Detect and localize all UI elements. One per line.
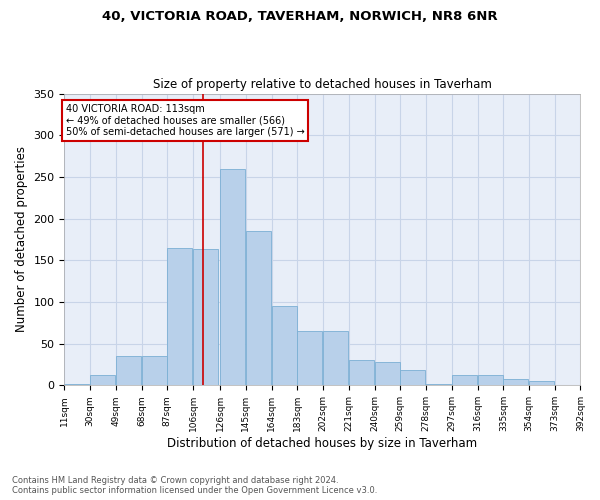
Bar bbox=[90, 376, 115, 386]
Bar bbox=[349, 360, 374, 386]
Text: 40 VICTORIA ROAD: 113sqm
← 49% of detached houses are smaller (566)
50% of semi-: 40 VICTORIA ROAD: 113sqm ← 49% of detach… bbox=[66, 104, 305, 137]
Bar bbox=[374, 362, 400, 386]
Bar bbox=[220, 168, 245, 386]
Text: Contains HM Land Registry data © Crown copyright and database right 2024.
Contai: Contains HM Land Registry data © Crown c… bbox=[12, 476, 377, 495]
Bar bbox=[503, 378, 529, 386]
Bar bbox=[426, 384, 451, 386]
Y-axis label: Number of detached properties: Number of detached properties bbox=[15, 146, 28, 332]
Title: Size of property relative to detached houses in Taverham: Size of property relative to detached ho… bbox=[153, 78, 492, 91]
Bar bbox=[452, 376, 477, 386]
Bar bbox=[193, 250, 218, 386]
Bar bbox=[167, 248, 193, 386]
Bar bbox=[142, 356, 167, 386]
X-axis label: Distribution of detached houses by size in Taverham: Distribution of detached houses by size … bbox=[167, 437, 478, 450]
Bar bbox=[272, 306, 297, 386]
Bar bbox=[478, 376, 503, 386]
Bar bbox=[298, 331, 322, 386]
Bar bbox=[529, 381, 554, 386]
Bar bbox=[116, 356, 141, 386]
Bar bbox=[400, 370, 425, 386]
Bar bbox=[64, 384, 89, 386]
Text: 40, VICTORIA ROAD, TAVERHAM, NORWICH, NR8 6NR: 40, VICTORIA ROAD, TAVERHAM, NORWICH, NR… bbox=[102, 10, 498, 23]
Bar bbox=[246, 231, 271, 386]
Bar bbox=[323, 331, 348, 386]
